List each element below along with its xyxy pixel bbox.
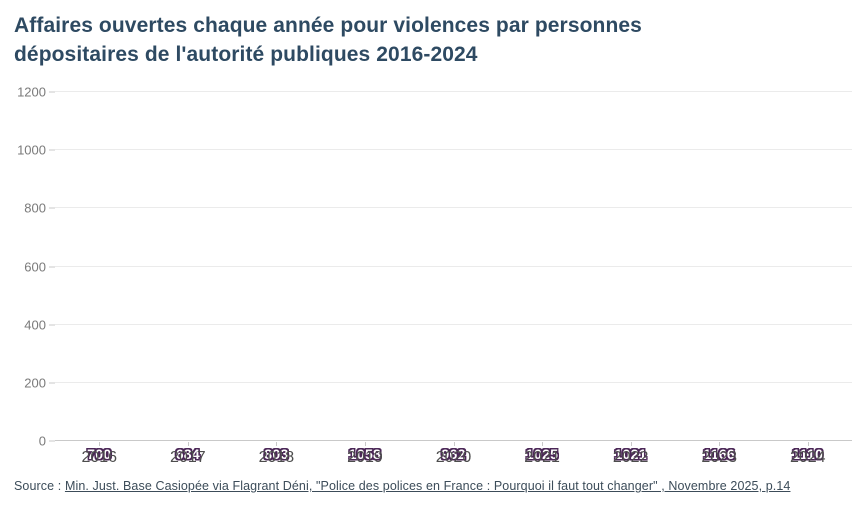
x-axis-tick [719,442,721,446]
gridline [55,323,852,325]
bar-value-label: 803 [264,446,289,462]
y-axis-tick [49,324,55,326]
y-tick-label: 0 [38,433,46,449]
x-axis-slot: 2018 [232,442,321,472]
x-axis-line [55,440,852,441]
x-axis-slot: 2022 [586,442,675,472]
x-axis-tick [276,442,278,446]
gridline [55,207,852,209]
gridline [55,265,852,267]
y-tick-label: 1000 [17,142,46,158]
x-tick-label: 2021 [524,449,560,466]
x-axis-slot: 2023 [675,442,764,472]
y-axis-tick [49,440,55,442]
x-axis-tick [187,442,189,446]
y-tick-label: 600 [24,259,46,274]
x-tick-label: 2018 [258,449,295,466]
x-axis-labels: 2016 2017 2018 2019 2020 2021 2022 2023 2024 [55,442,852,472]
x-axis-tick [542,442,544,446]
y-tick-label: 200 [24,375,46,391]
x-axis-tick [630,442,632,446]
y-axis-tick [49,91,55,93]
y-tick-label: 400 [24,317,46,333]
chart-title: Affaires ouvertes chaque année pour viol… [14,12,642,70]
y-axis-labels: 0 200 400 600 800 1000 1200 [0,86,48,448]
source-prefix: Source : [14,479,65,493]
bar-value-label: 1166 [703,446,735,462]
x-tick-label: 2020 [435,449,472,466]
gridline [55,91,852,92]
x-tick-label: 2024 [789,449,826,466]
bar-value-label: 700 [87,446,112,462]
bar-value-label: 1058 [348,446,382,462]
x-tick-label: 2019 [347,449,383,466]
x-axis-slot: 2024 [764,442,853,472]
bar-value-label: 1021 [614,446,647,462]
x-tick-label: 2022 [612,449,649,466]
bar-value-label: 1110 [792,446,824,462]
x-axis-tick [807,442,809,446]
x-axis-tick [453,442,455,446]
x-axis-tick [99,442,101,446]
x-axis-tick [364,442,366,446]
x-axis-slot: 2016 [55,442,144,472]
y-axis-tick [49,207,55,209]
chart-title-line2: dépositaires de l'autorité publiques 201… [14,42,478,66]
x-tick-label: 2017 [170,449,206,466]
x-axis-slot: 2020 [409,442,498,472]
x-axis-slot: 2017 [144,442,233,472]
x-axis-slot: 2021 [498,442,587,472]
y-axis-tick [49,149,55,151]
bar-chart: 0 200 400 600 800 1000 1200 700 684 803 1058 962 10… [0,85,866,468]
source-link[interactable]: Min. Just. Base Casiopée via Flagrant Dé… [64,479,791,493]
bar-value-label: 684 [175,446,200,462]
x-tick-label: 2016 [81,449,118,466]
x-tick-label: 2023 [701,449,738,466]
chart-title-line1: Affaires ouvertes chaque année pour viol… [14,14,642,37]
y-axis-tick [49,266,55,267]
gridline [55,149,852,151]
gridline [55,381,852,383]
x-axis-slot: 2019 [321,442,410,472]
bar-value-label: 1025 [525,446,559,462]
plot-area: 700 684 803 1058 962 1025 1021 1166 1110 [49,91,852,462]
y-tick-label: 1200 [17,84,46,100]
source-note: Source : Min. Just. Base Casiopée via Fl… [14,479,790,493]
y-axis-tick [49,382,55,384]
bars-container: 700 684 803 1058 962 1025 1021 1166 1110 [55,92,852,462]
y-tick-label: 800 [24,200,46,216]
bar-value-label: 962 [441,446,466,462]
